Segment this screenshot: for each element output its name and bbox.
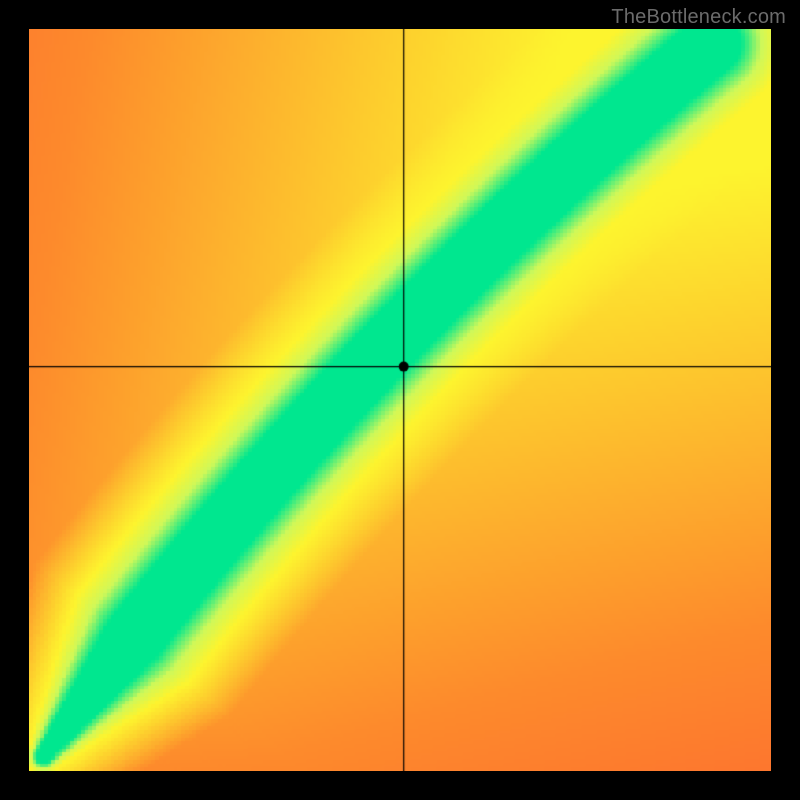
crosshair-overlay <box>29 29 771 771</box>
watermark-text: TheBottleneck.com <box>611 6 786 29</box>
chart-container: { "watermark": { "text": "TheBottleneck.… <box>0 0 800 800</box>
